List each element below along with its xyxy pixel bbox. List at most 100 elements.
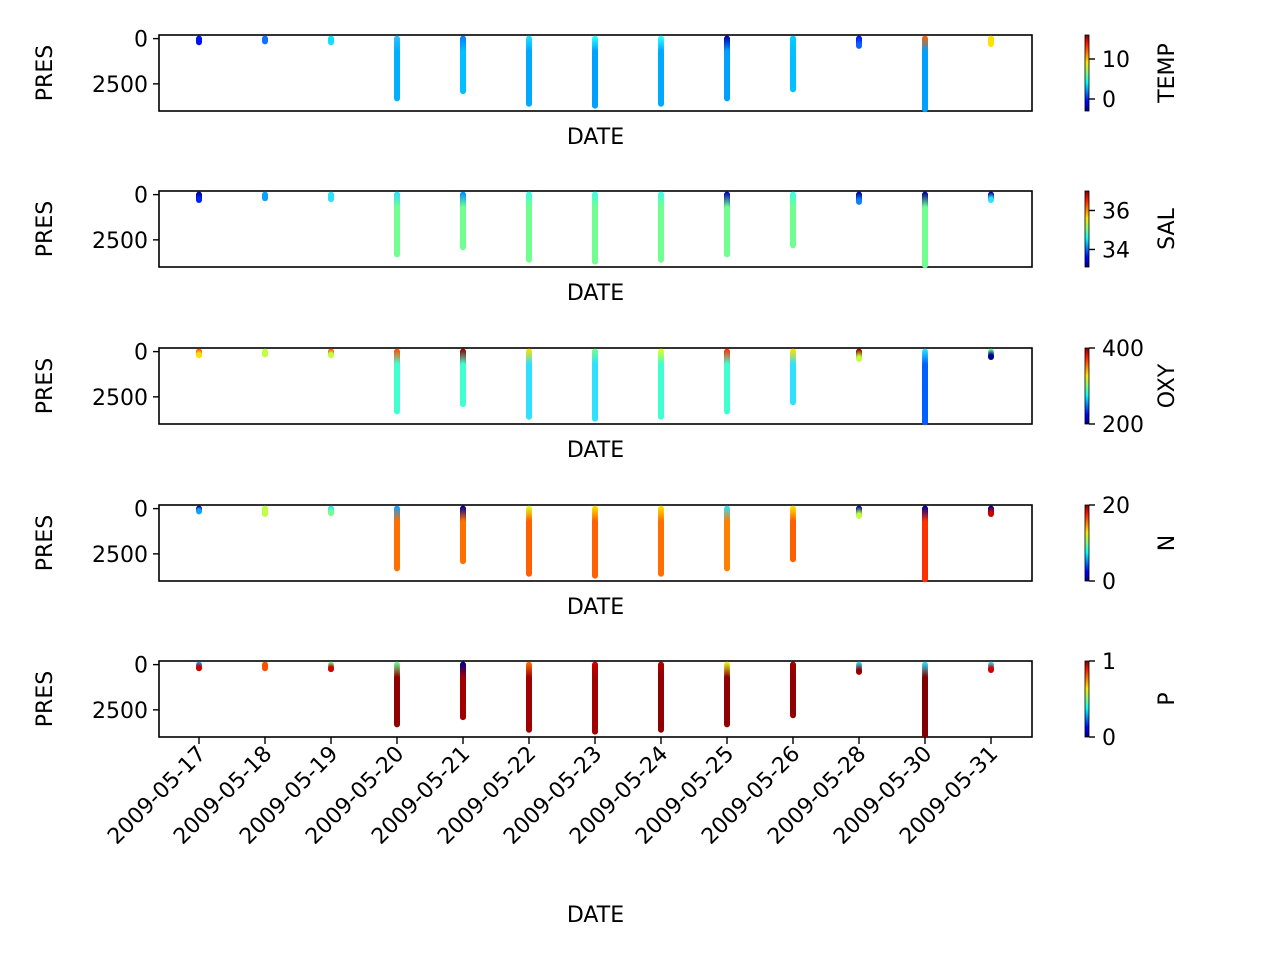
data-point <box>262 351 268 358</box>
data-point <box>196 665 202 672</box>
colorbar-label: OXY <box>1155 363 1180 408</box>
cast-2009-05-22 <box>526 505 532 577</box>
y-axis-label: PRES <box>33 358 58 414</box>
cast-2009-05-22 <box>526 35 532 107</box>
x-axis-label: DATE <box>567 903 624 928</box>
colorbar-sal: 34 36 SAL <box>1084 190 1180 268</box>
cast-2009-05-19 <box>328 191 334 203</box>
cast-2009-05-25 <box>724 348 730 415</box>
colorbar-oxy: 200 400 OXY <box>1084 337 1180 438</box>
cast-2009-05-31 <box>988 661 994 674</box>
cast-2009-05-26 <box>790 661 796 719</box>
data-point <box>856 355 862 362</box>
panel-oxy: 0 2500 PRES DATE 200 400 OXY <box>33 337 1180 463</box>
cast-2009-05-25 <box>724 191 730 258</box>
colorbar-temp: 0 10 TEMP <box>1084 34 1180 113</box>
cast-2009-05-26 <box>790 35 796 93</box>
cast-2009-05-22 <box>526 661 532 733</box>
data-point <box>790 399 796 406</box>
colorbar-gradient <box>1084 347 1090 425</box>
cast-2009-05-18 <box>262 661 268 672</box>
data-point <box>922 576 928 583</box>
cast-2009-05-23 <box>592 35 598 109</box>
cast-2009-05-22 <box>526 348 532 420</box>
colorbar-label: TEMP <box>1155 43 1180 104</box>
data-point <box>724 408 730 415</box>
y-axis-label: PRES <box>33 515 58 571</box>
cast-2009-05-26 <box>790 348 796 406</box>
cast-2009-05-26 <box>790 505 796 563</box>
cast-2009-05-23 <box>592 505 598 579</box>
cast-2009-05-21 <box>460 661 466 721</box>
cast-2009-05-23 <box>592 348 598 422</box>
data-point <box>724 721 730 728</box>
x-axis-label: DATE <box>567 438 624 463</box>
cast-2009-05-20 <box>394 661 400 728</box>
data-point <box>724 565 730 572</box>
colorbar-tick-label: 0 <box>1102 570 1116 595</box>
data-point <box>988 41 994 48</box>
panel-p: 02500PRES2009-05-172009-05-182009-05-192… <box>33 650 1180 928</box>
data-point <box>262 665 268 672</box>
y-tick-label: 2500 <box>92 699 148 724</box>
data-point <box>262 195 268 202</box>
cast-2009-05-24 <box>658 35 664 107</box>
data-point <box>328 510 334 517</box>
data-point <box>658 413 664 420</box>
cast-2009-05-24 <box>658 505 664 577</box>
data-point <box>988 667 994 674</box>
data-point <box>328 196 334 203</box>
colorbar-tick-label: 1 <box>1102 650 1116 675</box>
colorbar-gradient <box>1084 34 1090 112</box>
cast-2009-05-21 <box>460 35 466 95</box>
x-axis-label: DATE <box>567 281 624 306</box>
cast-2009-05-21 <box>460 505 466 565</box>
data-point <box>460 714 466 721</box>
data-point <box>658 256 664 263</box>
cast-2009-05-17 <box>196 191 202 204</box>
colorbar-p: 0 1 P <box>1084 650 1180 751</box>
data-point <box>790 712 796 719</box>
y-tick-label: 2500 <box>92 386 148 411</box>
cast-2009-05-19 <box>328 505 334 517</box>
data-point <box>592 415 598 422</box>
data-point <box>196 508 202 515</box>
data-point <box>592 258 598 265</box>
cast-2009-05-17 <box>196 505 202 515</box>
cast-2009-05-25 <box>724 35 730 102</box>
data-point <box>394 721 400 728</box>
data-point <box>724 95 730 102</box>
data-point <box>856 512 862 519</box>
data-point <box>262 511 268 518</box>
colorbar-gradient <box>1084 190 1090 268</box>
cast-2009-05-31 <box>988 35 994 48</box>
data-point <box>460 401 466 408</box>
data-point <box>592 728 598 735</box>
data-point <box>460 244 466 251</box>
cast-2009-05-23 <box>592 191 598 265</box>
colorbar-tick-label: 400 <box>1102 337 1144 362</box>
data-point <box>394 408 400 415</box>
cast-2009-05-30 <box>922 661 928 739</box>
x-axis-label: DATE <box>567 595 624 620</box>
colorbar-label: SAL <box>1155 207 1180 249</box>
panel-temp: 0 2500 PRES DATE 0 10 TEMP <box>33 28 1180 150</box>
y-tick-label: 0 <box>134 341 148 366</box>
y-axis-label: PRES <box>33 671 58 727</box>
cast-2009-05-31 <box>988 191 994 204</box>
data-point <box>328 352 334 359</box>
cast-2009-05-21 <box>460 348 466 408</box>
data-point <box>790 242 796 249</box>
data-point <box>394 251 400 258</box>
data-point <box>526 100 532 107</box>
data-point <box>988 354 994 361</box>
data-point <box>988 197 994 204</box>
data-point <box>394 95 400 102</box>
data-point <box>856 668 862 675</box>
colorbar-tick-label: 0 <box>1102 88 1116 113</box>
cast-2009-05-19 <box>328 35 334 46</box>
data-point <box>328 39 334 46</box>
cast-2009-05-31 <box>988 348 994 361</box>
cast-2009-05-25 <box>724 505 730 572</box>
